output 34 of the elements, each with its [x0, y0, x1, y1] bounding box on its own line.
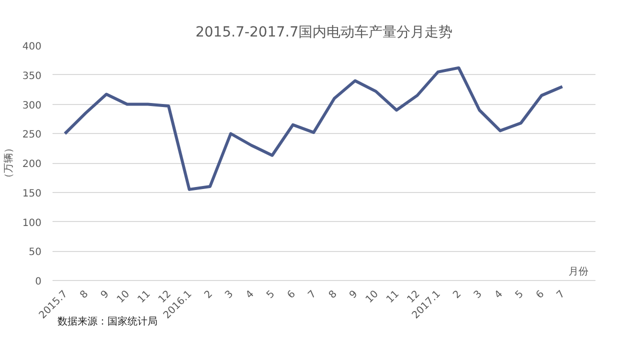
- x-tick-label: 2: [202, 288, 215, 301]
- y-tick-label: 250: [22, 130, 42, 141]
- chart-title: 2015.7-2017.7国内电动车产量分月走势: [195, 24, 453, 40]
- x-tick-label: 3: [223, 288, 236, 301]
- x-tick-label: 3: [472, 288, 484, 301]
- x-tick-label: 5: [514, 288, 526, 301]
- line-series: [63, 66, 564, 191]
- x-tick-label: 9: [99, 288, 112, 301]
- x-axis-title: 月份: [568, 266, 589, 278]
- x-tick-label: 11: [384, 288, 402, 306]
- y-tick-label: 350: [22, 70, 42, 82]
- y-tick-label: 100: [22, 218, 42, 229]
- y-tick-label: 150: [22, 188, 42, 200]
- x-tick-label: 11: [136, 288, 153, 306]
- y-tick-label: 200: [22, 159, 42, 170]
- x-tick-label: 4: [244, 288, 256, 301]
- y-tick-label: 0: [35, 276, 42, 288]
- x-tick-label: 8: [78, 288, 91, 301]
- y-axis-title: （万辆）: [2, 143, 14, 183]
- x-tick-label: 9: [348, 288, 360, 301]
- x-tick-label: 10: [364, 288, 381, 306]
- x-tick-label: 4: [492, 288, 506, 301]
- y-tick-label: 50: [28, 247, 42, 258]
- x-tick-label: 2: [451, 288, 464, 301]
- x-tick-label: 6: [534, 288, 547, 301]
- x-tick-label: 7: [306, 288, 319, 301]
- x-tick-label: 7: [555, 288, 568, 301]
- x-tick-label: 10: [115, 288, 132, 306]
- x-tick-label: 5: [264, 288, 278, 301]
- y-tick-label: 400: [22, 42, 42, 52]
- x-tick-label: 6: [286, 288, 298, 301]
- y-tick-label: 300: [22, 100, 42, 112]
- x-tick-label: 8: [327, 288, 340, 301]
- source-note: 数据来源：国家统计局: [58, 316, 158, 328]
